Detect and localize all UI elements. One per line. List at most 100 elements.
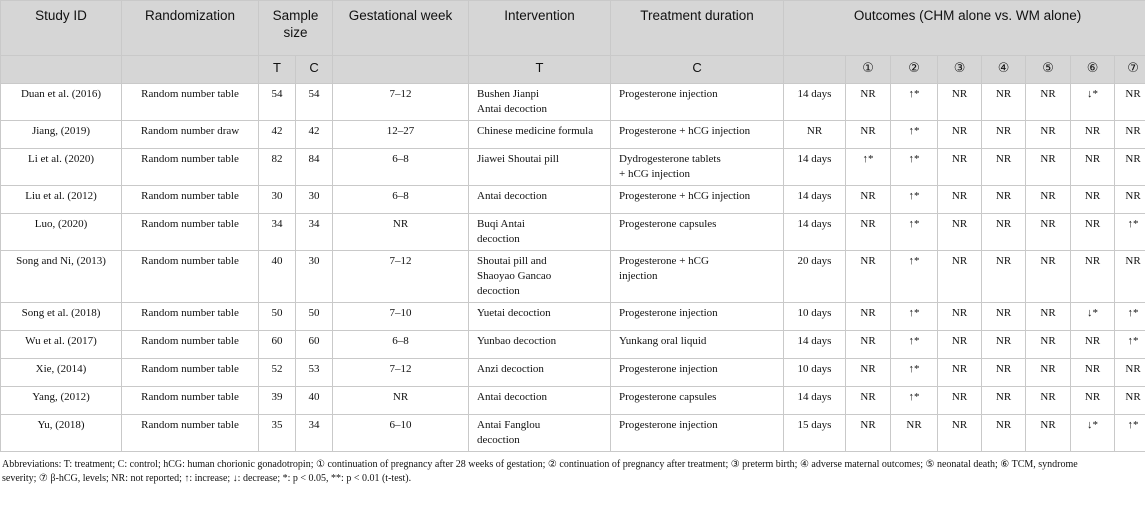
cell-outcome-7: NR <box>1114 148 1145 186</box>
cell-outcome-6: NR <box>1070 330 1116 359</box>
cell-outcome-2: ↑* <box>890 358 939 387</box>
cell-outcome-4: NR <box>981 148 1027 186</box>
cell-outcome-3: NR <box>937 414 983 452</box>
cell-outcome-7: NR <box>1114 83 1145 121</box>
cell-sample-t: 52 <box>258 358 296 387</box>
subheader-outcome-5: ⑤ <box>1025 55 1072 84</box>
cell-outcome-2: ↑* <box>890 148 939 186</box>
cell-outcome-2: ↑* <box>890 386 939 415</box>
header-sample-size: Sample size <box>257 0 334 56</box>
cell-study-id: Xie, (2014) <box>0 358 122 387</box>
cell-outcome-4: NR <box>981 358 1027 387</box>
cell-duration: 14 days <box>783 83 847 121</box>
cell-sample-t: 39 <box>258 386 296 415</box>
cell-intervention-c: Progesterone injection <box>610 414 785 452</box>
cell-gestational-week: NR <box>332 213 470 251</box>
cell-outcome-1: NR <box>845 185 892 214</box>
cell-study-id: Yu, (2018) <box>0 414 122 452</box>
subheader-outcome-2: ② <box>890 55 939 84</box>
header-treatment-duration: Treatment duration <box>610 0 785 56</box>
cell-outcome-5: NR <box>1025 120 1072 149</box>
header-gestational-week: Gestational week <box>332 0 470 56</box>
cell-intervention-t-line: Shaoyao Gancao <box>477 270 552 282</box>
cell-intervention-t: Antai Fanglou decoction <box>468 414 612 452</box>
subheader-empty-2 <box>121 55 259 84</box>
subheader-intervention-t: T <box>468 55 612 84</box>
cell-intervention-t-line: Antai Fanglou <box>477 419 541 431</box>
cell-outcome-6: NR <box>1070 120 1116 149</box>
cell-intervention-c: Progesterone + hCG injection <box>610 185 785 214</box>
cell-randomization: Random number table <box>121 185 259 214</box>
cell-outcome-4: NR <box>981 83 1027 121</box>
cell-outcome-7: ↑* <box>1114 302 1145 331</box>
cell-outcome-2: ↑* <box>890 330 939 359</box>
table-row: Luo, (2020) Random number table 34 34 NR Buqi… <box>0 213 1145 251</box>
cell-intervention-t: Buqi Antai decoction <box>468 213 612 251</box>
subheader-empty-3 <box>332 55 470 84</box>
cell-outcome-3: NR <box>937 386 983 415</box>
cell-outcome-4: NR <box>981 185 1027 214</box>
cell-sample-t: 42 <box>258 120 296 149</box>
study-characteristics-table: Study ID Randomization Sample size Gesta… <box>0 0 1145 452</box>
cell-outcome-6: NR <box>1070 148 1116 186</box>
cell-outcome-5: NR <box>1025 250 1072 303</box>
cell-outcome-6: NR <box>1070 213 1116 251</box>
cell-intervention-t: Antai decoction <box>468 386 612 415</box>
table-row: Duan et al. (2016) Random number table 54 5… <box>0 83 1145 121</box>
cell-intervention-c-line: Progesterone injection <box>619 307 718 319</box>
cell-outcome-6: NR <box>1070 358 1116 387</box>
subheader-outcome-4: ④ <box>981 55 1027 84</box>
cell-duration: 14 days <box>783 213 847 251</box>
cell-outcome-2: NR <box>890 414 939 452</box>
cell-intervention-c: Progesterone + hCG injection <box>610 120 785 149</box>
footnote-line-2: severity; ⑦ β-hCG, levels; NR: not repor… <box>2 473 412 484</box>
cell-randomization: Random number table <box>121 302 259 331</box>
cell-outcome-1: NR <box>845 302 892 331</box>
cell-outcome-1: NR <box>845 358 892 387</box>
cell-outcome-7: ↑* <box>1114 414 1145 452</box>
cell-outcome-1: NR <box>845 250 892 303</box>
cell-randomization: Random number draw <box>121 120 259 149</box>
cell-outcome-3: NR <box>937 250 983 303</box>
cell-sample-t: 60 <box>258 330 296 359</box>
cell-intervention-c-line: + hCG injection <box>619 168 690 180</box>
cell-outcome-6: ↓* <box>1070 83 1116 121</box>
cell-study-id: Li et al. (2020) <box>0 148 122 186</box>
cell-outcome-4: NR <box>981 330 1027 359</box>
cell-sample-c: 34 <box>294 414 334 452</box>
cell-sample-c: 42 <box>294 120 334 149</box>
cell-outcome-5: NR <box>1025 386 1072 415</box>
subheader-outcome-1: ① <box>845 55 892 84</box>
cell-outcome-6: NR <box>1070 386 1116 415</box>
cell-intervention-t-line: Yuetai decoction <box>477 307 551 319</box>
cell-randomization: Random number table <box>121 358 259 387</box>
cell-intervention-c: Progesterone injection <box>610 358 785 387</box>
cell-outcome-5: NR <box>1025 330 1072 359</box>
cell-intervention-c-line: Progesterone capsules <box>619 391 717 403</box>
cell-gestational-week: 6–10 <box>332 414 470 452</box>
cell-sample-t: 82 <box>258 148 296 186</box>
cell-outcome-6: NR <box>1070 185 1116 214</box>
cell-outcome-6: NR <box>1070 250 1116 303</box>
cell-intervention-t-line: Antai decoction <box>477 190 547 202</box>
subheader-empty-1 <box>0 55 122 84</box>
cell-duration: 14 days <box>783 330 847 359</box>
cell-outcome-3: NR <box>937 185 983 214</box>
cell-sample-c: 53 <box>294 358 334 387</box>
cell-outcome-6: ↓* <box>1070 414 1116 452</box>
subheader-empty-4 <box>783 55 847 84</box>
cell-sample-c: 60 <box>294 330 334 359</box>
cell-intervention-c-line: Progesterone + hCG injection <box>619 190 751 202</box>
cell-randomization: Random number table <box>121 250 259 303</box>
cell-intervention-c: Dydrogesterone tablets + hCG injection <box>610 148 785 186</box>
cell-intervention-t-line: Chinese medicine formula <box>477 125 594 137</box>
cell-intervention-c-line: Progesterone capsules <box>619 218 717 230</box>
cell-outcome-7: NR <box>1114 120 1145 149</box>
cell-outcome-1: NR <box>845 83 892 121</box>
cell-outcome-3: NR <box>937 302 983 331</box>
cell-outcome-3: NR <box>937 120 983 149</box>
cell-intervention-t-line: Buqi Antai <box>477 218 525 230</box>
cell-sample-t: 40 <box>258 250 296 303</box>
cell-outcome-5: NR <box>1025 213 1072 251</box>
cell-study-id: Luo, (2020) <box>0 213 122 251</box>
